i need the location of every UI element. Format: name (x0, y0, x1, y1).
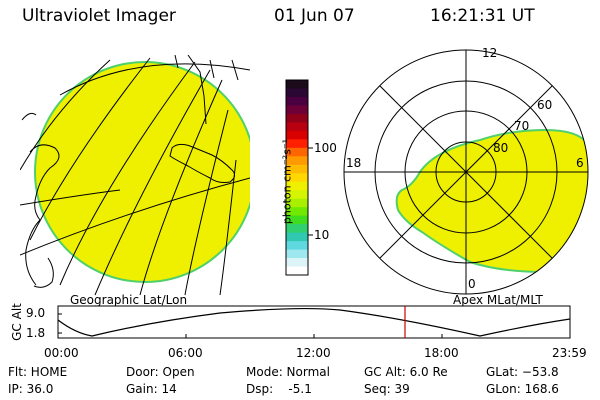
altitude-ytick-low: 1.8 (26, 326, 46, 340)
coastlines (21, 112, 236, 288)
colorbar-cell (286, 130, 308, 140)
polar-map-label: Apex MLat/MLT (453, 293, 543, 307)
colorbar-cell (286, 207, 308, 217)
colorbar-cell (286, 80, 308, 90)
altitude-xtick-1200: 12:00 (296, 346, 331, 360)
mlat-label-70: 70 (514, 119, 530, 133)
colorbar-cell (286, 113, 308, 123)
geographic-map (20, 55, 250, 296)
date-label: 01 Jun 07 (274, 6, 355, 26)
altitude-curve (57, 307, 571, 337)
colorbar-cell (286, 232, 308, 242)
glat-status: GLat: −53.8 (486, 365, 559, 379)
colorbar-cell (286, 224, 308, 234)
mlt-label-18: 18 (346, 156, 362, 170)
altitude-xtick-2359: 23:59 (552, 346, 587, 360)
colorbar-unit-label: photon cm⁻²s⁻¹ (280, 138, 294, 225)
colorbar-cell (286, 258, 308, 268)
colorbar-cell (286, 122, 308, 132)
colorbar-cell (286, 181, 308, 191)
glon-status: GLon: 168.6 (486, 382, 559, 396)
colorbar-cell (286, 88, 308, 98)
auroral-oval (395, 128, 588, 274)
colorbar-cell (286, 96, 308, 107)
polar-grid (343, 49, 589, 295)
colorbar-cell (286, 190, 308, 200)
colorbar-tick-100: 100 (314, 141, 337, 155)
geographic-map-label: Geographic Lat/Lon (70, 293, 188, 307)
gain-status: Gain: 14 (126, 382, 177, 396)
colorbar-cell (286, 266, 308, 276)
colorbar (285, 79, 313, 276)
colorbar-cell (286, 105, 308, 115)
altitude-ticks (58, 313, 443, 338)
latlon-grid (20, 57, 250, 296)
colorbar-cell (286, 215, 308, 225)
instrument-title: Ultraviolet Imager (22, 6, 176, 26)
ip-status: IP: 36.0 (8, 382, 54, 396)
colorbar-cell (286, 147, 308, 157)
altitude-xtick-0600: 06:00 (168, 346, 203, 360)
altitude-xtick-0000: 00:00 (44, 346, 79, 360)
colorbar-cell (286, 139, 308, 149)
dsp-status: Dsp: -5.1 (246, 382, 312, 396)
earth-disk (34, 61, 250, 283)
polar-map (343, 49, 589, 295)
colorbar-cell (286, 173, 308, 183)
colorbar-cell (286, 164, 308, 174)
colorbar-cell (286, 198, 308, 208)
door-status: Door: Open (126, 365, 195, 379)
altitude-ylabel: GC Alt (10, 303, 24, 341)
colorbar-tick-10: 10 (314, 228, 330, 242)
mlt-label-6: 6 (576, 156, 584, 170)
gc-altitude-status: GC Alt: 6.0 Re (364, 365, 448, 379)
altitude-ytick-high: 9.0 (26, 306, 46, 320)
altitude-plot (57, 305, 571, 339)
state-lines (174, 55, 239, 125)
sequence-status: Seq: 39 (364, 382, 410, 396)
time-label: 16:21:31 UT (430, 6, 535, 26)
mlt-label-12: 12 (482, 46, 498, 60)
colorbar-cell (286, 241, 308, 251)
mlat-label-60: 60 (537, 98, 553, 112)
colorbar-cell (286, 156, 308, 166)
mode-status: Mode: Normal (246, 365, 330, 379)
flight-status: Flt: HOME (8, 365, 68, 379)
mlat-label-80: 80 (493, 141, 509, 155)
altitude-xtick-1800: 18:00 (424, 346, 459, 360)
mlt-label-0: 0 (468, 277, 476, 291)
colorbar-cell (286, 249, 308, 259)
